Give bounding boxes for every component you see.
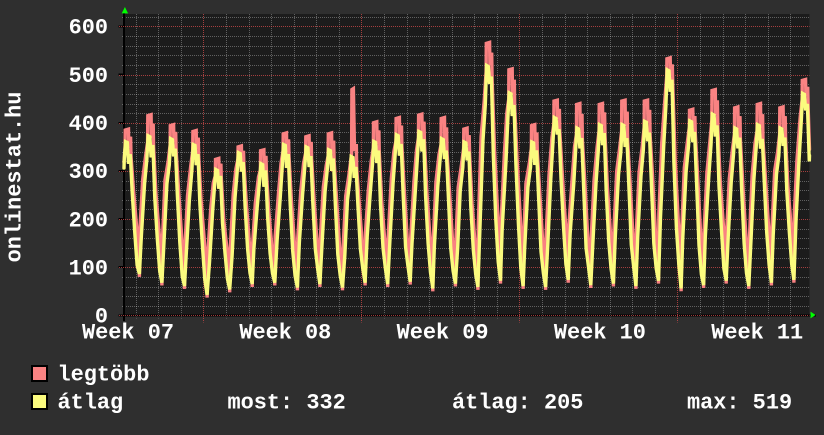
svg-text:max: 519: max: 519 bbox=[687, 391, 792, 416]
svg-text:500: 500 bbox=[69, 64, 108, 89]
svg-text:Week 09: Week 09 bbox=[397, 320, 489, 345]
svg-text:400: 400 bbox=[69, 112, 108, 137]
svg-text:Week 07: Week 07 bbox=[82, 320, 174, 345]
svg-text:legtöbb: legtöbb bbox=[58, 363, 150, 388]
svg-text:100: 100 bbox=[69, 256, 108, 281]
svg-text:600: 600 bbox=[69, 16, 108, 41]
svg-text:Week 08: Week 08 bbox=[239, 320, 331, 345]
svg-text:most: 332: most: 332 bbox=[228, 391, 346, 416]
svg-text:0: 0 bbox=[95, 305, 108, 330]
svg-text:onlinestat.hu: onlinestat.hu bbox=[3, 92, 28, 263]
svg-text:átlag: 205: átlag: 205 bbox=[452, 391, 583, 416]
svg-text:Week 11: Week 11 bbox=[711, 320, 803, 345]
svg-text:Week 10: Week 10 bbox=[554, 320, 646, 345]
svg-text:300: 300 bbox=[69, 160, 108, 185]
svg-text:200: 200 bbox=[69, 208, 108, 233]
svg-text:átlag: átlag bbox=[58, 391, 124, 416]
